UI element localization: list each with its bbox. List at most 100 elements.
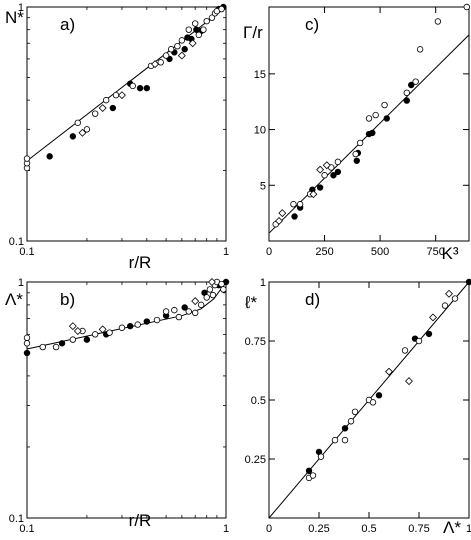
data-point-open-circle <box>206 286 214 293</box>
data-point-open-diamond <box>275 216 283 225</box>
data-point-open-circle <box>200 26 207 33</box>
x-axis-label: Λ* <box>443 518 461 537</box>
data-point-open-diamond <box>316 165 325 174</box>
data-point-filled-circle <box>425 330 433 338</box>
y-tick-label: 1 <box>18 277 24 289</box>
x-axis-label: K³ <box>442 244 459 263</box>
y-tick-label: 15 <box>254 69 266 81</box>
y-tick-label: 0.1 <box>9 513 24 525</box>
data-point-open-diamond <box>278 209 287 218</box>
data-point-filled-circle <box>465 278 471 286</box>
data-point-open-circle <box>351 408 359 415</box>
data-point-open-circle <box>208 14 216 21</box>
data-point-open-circle <box>134 321 141 328</box>
data-point-open-diamond <box>177 51 186 60</box>
data-point-open-diamond <box>98 104 107 113</box>
data-point-open-circle <box>434 18 442 25</box>
chart-panel-4: 0 0.25 0.5 0.75 1 0.25 0.5 0.75 1 d) Λ* ℓ* <box>244 277 471 537</box>
data-point-open-circle <box>209 291 217 299</box>
data-point-open-circle <box>403 89 410 96</box>
data-point-filled-circle <box>109 104 117 112</box>
y-tick-label: 0.1 <box>9 236 24 248</box>
data-point-open-circle <box>365 115 373 122</box>
data-point-open-circle <box>415 337 423 345</box>
chart-panel-2: 0.1 1 0.1 1 b) r/R Λ* <box>5 277 230 535</box>
data-point-filled-circle <box>136 84 144 92</box>
data-point-filled-circle <box>375 392 383 399</box>
data-point-open-circle <box>334 158 342 166</box>
data-point-open-diamond <box>385 367 393 376</box>
data-point-open-circle <box>178 37 186 44</box>
data-point-filled-circle <box>181 46 188 53</box>
data-point-filled-circle <box>83 336 91 343</box>
y-axis-label: N* <box>5 8 24 27</box>
panel-label: d) <box>305 290 320 309</box>
data-point-open-circle <box>112 91 120 99</box>
y-axis-label: ℓ* <box>244 293 257 312</box>
data-point-open-circle <box>52 343 60 351</box>
data-point-open-circle <box>352 150 359 158</box>
x-tick-label: 0 <box>266 246 272 258</box>
data-point-open-circle <box>83 126 91 133</box>
y-tick-label: 0.75 <box>245 336 266 348</box>
data-point-open-circle <box>185 26 192 33</box>
data-point-open-circle <box>197 301 205 309</box>
data-point-open-circle <box>171 306 178 314</box>
data-point-open-circle <box>356 139 364 147</box>
data-point-filled-circle <box>403 97 410 104</box>
data-point-filled-circle <box>143 84 151 92</box>
x-tick-label: 1 <box>223 523 229 535</box>
y-tick-label: 5 <box>260 180 266 192</box>
panel-label: c) <box>305 15 319 34</box>
data-point-open-circle <box>39 343 46 351</box>
data-point-open-circle <box>220 286 227 293</box>
data-point-open-diamond <box>309 190 318 199</box>
data-point-open-circle <box>162 52 170 59</box>
x-tick-label: 1 <box>223 246 229 258</box>
data-point-open-diamond <box>322 161 331 170</box>
data-point-open-diamond <box>191 297 200 306</box>
data-point-open-circle <box>23 155 31 162</box>
data-point-open-circle <box>195 31 203 39</box>
y-tick-label: 0.5 <box>251 395 266 407</box>
data-point-filled-circle <box>341 425 349 432</box>
data-point-open-diamond <box>68 322 77 331</box>
data-point-filled-circle <box>305 467 313 474</box>
data-point-open-circle <box>23 340 31 347</box>
data-point-open-diamond <box>78 128 87 137</box>
data-point-filled-circle <box>316 184 324 191</box>
data-point-open-diamond <box>98 325 107 334</box>
data-point-open-circle <box>167 46 175 53</box>
data-point-filled-circle <box>408 81 415 89</box>
data-point-open-circle <box>372 111 379 119</box>
data-point-open-circle <box>102 96 110 104</box>
x-tick-label: 0.1 <box>19 246 34 258</box>
data-point-open-circle <box>341 436 349 444</box>
data-point-open-circle <box>91 110 99 117</box>
plot-frame <box>26 281 227 519</box>
y-tick-label: 0.25 <box>245 454 266 466</box>
data-point-open-circle <box>191 20 199 27</box>
data-point-open-circle <box>441 302 449 309</box>
y-tick-label: 1 <box>18 2 24 14</box>
data-point-open-circle <box>203 17 210 25</box>
data-point-open-circle <box>91 331 99 338</box>
data-point-open-circle <box>185 308 192 315</box>
data-point-open-circle <box>162 308 170 315</box>
x-axis-label: r/R <box>129 511 152 530</box>
x-tick-label: 0.25 <box>308 523 329 535</box>
data-point-open-circle <box>296 201 304 208</box>
data-point-filled-circle <box>126 322 134 330</box>
data-point-open-diamond <box>151 60 160 69</box>
data-point-filled-circle <box>69 133 77 140</box>
x-tick-label: 0.75 <box>408 523 429 535</box>
x-axis-label: r/R <box>129 253 152 272</box>
data-point-open-circle <box>74 119 81 126</box>
y-tick-label: 1 <box>260 277 266 289</box>
data-point-open-circle <box>23 334 31 342</box>
data-point-filled-circle <box>23 349 31 357</box>
x-tick-label: 250 <box>315 246 333 258</box>
x-tick-label: 500 <box>371 246 389 258</box>
data-point-open-circle <box>381 101 388 109</box>
